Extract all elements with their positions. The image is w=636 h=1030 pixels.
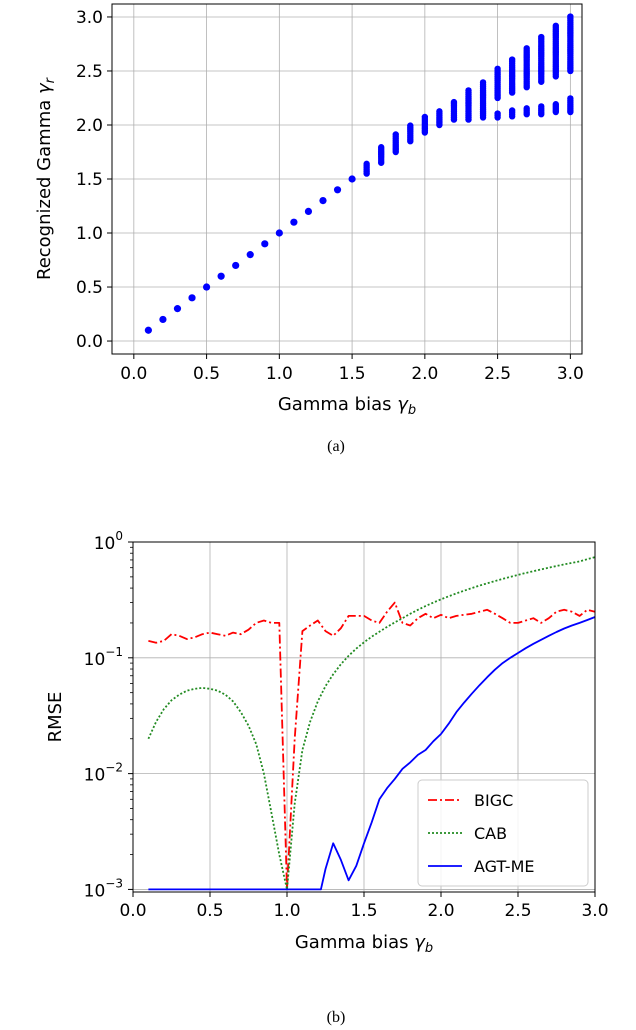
scatter-x-axis-label: Gamma bias γb (278, 394, 416, 418)
legend-label-bigc: BIGC (474, 791, 513, 810)
scatter-x-tick-label: 1.0 (266, 364, 293, 384)
scatter-point (479, 79, 487, 86)
scatter-point (523, 105, 530, 112)
scatter-point (159, 315, 167, 324)
rmse-y-tick-label: 10−3 (84, 876, 123, 901)
scatter-point (348, 175, 356, 183)
scatter-point (407, 122, 414, 129)
rmse-y-tick-exp: 0 (115, 529, 123, 543)
scatter-x-tick-label: 0.0 (120, 364, 147, 384)
scatter-point (173, 305, 182, 313)
scatter-point (450, 98, 458, 106)
scatter-y-tick-label: 0.0 (76, 332, 103, 352)
series-line-cab (147, 556, 596, 891)
rmse-x-tick-label: 0.5 (196, 901, 223, 921)
rmse-y-tick-label: 10−1 (84, 645, 123, 670)
series-line-bigc (148, 601, 596, 891)
subfigure-a-caption: (a) (327, 438, 345, 455)
scatter-point (275, 229, 283, 237)
rmse-y-tick-exp: −3 (105, 876, 123, 890)
scatter-point (538, 33, 545, 41)
scatter-point (567, 13, 574, 20)
rmse-y-tick-label: 10−2 (84, 761, 123, 786)
scatter-x-tick-label: 1.5 (339, 364, 366, 384)
scatter-y-tick-label: 2.5 (76, 62, 103, 82)
rmse-y-tick-base: 10 (94, 534, 116, 554)
rmse-y-tick-base: 10 (84, 650, 106, 670)
scatter-x-ticks: 0.0 0.5 1.0 1.5 2.0 2.5 3.0 (120, 354, 584, 384)
rmse-x-tick-label: 3.0 (581, 901, 608, 921)
scatter-x-tick-label: 2.5 (484, 364, 511, 384)
scatter-point (363, 160, 370, 168)
scatter-point (567, 95, 574, 102)
scatter-point (494, 65, 501, 73)
scatter-point (377, 144, 385, 151)
scatter-point (304, 207, 313, 216)
scatter-point (465, 87, 472, 94)
series-line-agt-me (148, 616, 596, 891)
scatter-y-axis-label: Recognized Gamma γr (34, 76, 58, 280)
scatter-y-tick-label: 0.5 (76, 278, 103, 298)
rmse-y-tick-exp: −2 (105, 761, 123, 775)
rmse-x-tick-label: 0.0 (119, 901, 146, 921)
scatter-point (508, 107, 516, 114)
scatter-point (552, 101, 560, 108)
scatter-y-tick-label: 3.0 (76, 8, 103, 28)
scatter-point (436, 108, 443, 115)
legend-box (417, 779, 589, 887)
scatter-y-tick-label: 1.5 (76, 170, 103, 190)
scatter-x-tick-label: 0.5 (193, 364, 220, 384)
scatter-point (290, 218, 298, 226)
scatter-point (494, 110, 501, 117)
scatter-point (538, 103, 545, 110)
scatter-point (508, 56, 516, 63)
rmse-y-tick-exp: −1 (105, 645, 123, 659)
rmse-y-tick-base: 10 (84, 766, 106, 786)
rmse-y-tick-label: 100 (94, 529, 123, 554)
rmse-x-tick-label: 2.5 (504, 901, 531, 921)
scatter-grid (112, 4, 582, 354)
rmse-series (147, 556, 596, 891)
scatter-point (144, 326, 152, 334)
scatter-point (246, 251, 254, 259)
scatter-point (333, 186, 342, 194)
scatter-point (202, 283, 211, 291)
rmse-y-axis-label: RMSE (45, 692, 66, 743)
scatter-point (421, 113, 429, 121)
scatter-point (232, 261, 240, 270)
rmse-x-ticks: 0.0 0.5 1.0 1.5 2.0 2.5 3.0 (119, 892, 609, 921)
scatter-point (392, 131, 399, 138)
rmse-y-tick-base: 10 (84, 881, 106, 901)
legend-label-agt-me: AGT-ME (474, 857, 534, 876)
scatter-point (523, 45, 530, 52)
scatter-point (552, 22, 560, 30)
scatter-points (144, 13, 574, 334)
rmse-x-axis-label: Gamma bias γb (295, 932, 433, 956)
scatter-point (319, 197, 327, 205)
scatter-point (261, 240, 269, 248)
rmse-x-tick-label: 2.0 (427, 901, 454, 921)
rmse-x-tick-label: 1.5 (350, 901, 377, 921)
scatter-panel: 0.0 0.5 1.0 1.5 2.0 2.5 3.0 0.0 0.5 1.0 1.5 2.0 2.5… (34, 3, 584, 455)
rmse-x-tick-label: 1.0 (273, 901, 300, 921)
scatter-y-ticks: 0.0 0.5 1.0 1.5 2.0 2.5 3.0 (76, 8, 112, 352)
rmse-legend: BIGC CAB AGT-ME (417, 779, 589, 887)
subfigure-b-caption: (b) (327, 1009, 346, 1026)
scatter-x-tick-label: 3.0 (557, 364, 584, 384)
scatter-y-tick-label: 1.0 (76, 224, 103, 244)
scatter-y-tick-label: 2.0 (76, 116, 103, 136)
scatter-x-tick-label: 2.0 (411, 364, 438, 384)
scatter-point (217, 272, 225, 280)
scatter-point (188, 294, 196, 302)
legend-label-cab: CAB (474, 824, 507, 843)
